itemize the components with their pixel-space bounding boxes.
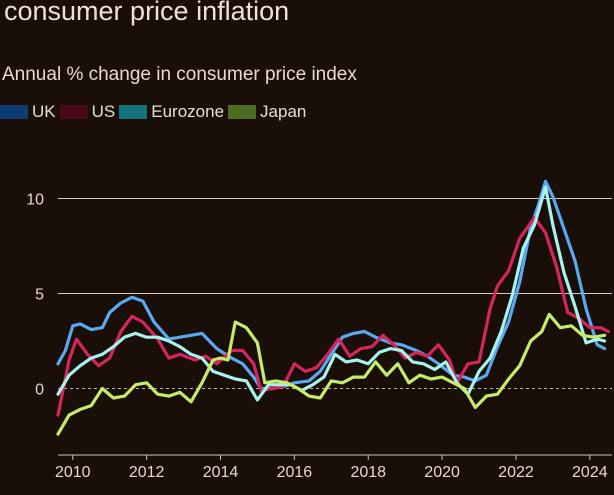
series-line-eurozone (56, 185, 607, 402)
legend-item-eurozone: Eurozone (119, 102, 224, 122)
series-line-japan (56, 312, 607, 436)
legend-label-japan: Japan (260, 102, 307, 121)
series-line-uk (56, 179, 607, 391)
y-tick-label: 5 (35, 287, 44, 304)
legend-item-japan: Japan (228, 102, 306, 122)
y-tick-label: 0 (35, 382, 44, 399)
legend-swatch-eurozone (119, 105, 148, 119)
legend-label-us: US (91, 102, 116, 121)
series-line-us (56, 215, 610, 417)
legend-swatch-uk (0, 105, 28, 119)
legend-swatch-us (59, 105, 88, 119)
x-tick-label: 2018 (350, 464, 386, 481)
legend: UK US Eurozone Japan (0, 102, 310, 122)
legend-item-us: US (59, 102, 116, 122)
legend-label-eurozone: Eurozone (151, 102, 225, 121)
x-tick-label: 2020 (424, 464, 460, 481)
x-tick-label: 2010 (55, 464, 91, 481)
x-tick-label: 2022 (498, 464, 534, 481)
y-tick-label: 10 (26, 192, 44, 209)
x-tick-label: 2024 (572, 464, 608, 481)
legend-item-uk: UK (0, 102, 56, 122)
x-tick-label: 2014 (203, 464, 239, 481)
chart-title: consumer price inflation (4, 0, 290, 26)
x-tick-label: 2012 (129, 464, 165, 481)
legend-swatch-japan (228, 105, 257, 119)
legend-label-uk: UK (32, 102, 56, 121)
x-tick-label: 2016 (277, 464, 313, 481)
chart-subtitle: Annual % change in consumer price index (2, 64, 357, 85)
